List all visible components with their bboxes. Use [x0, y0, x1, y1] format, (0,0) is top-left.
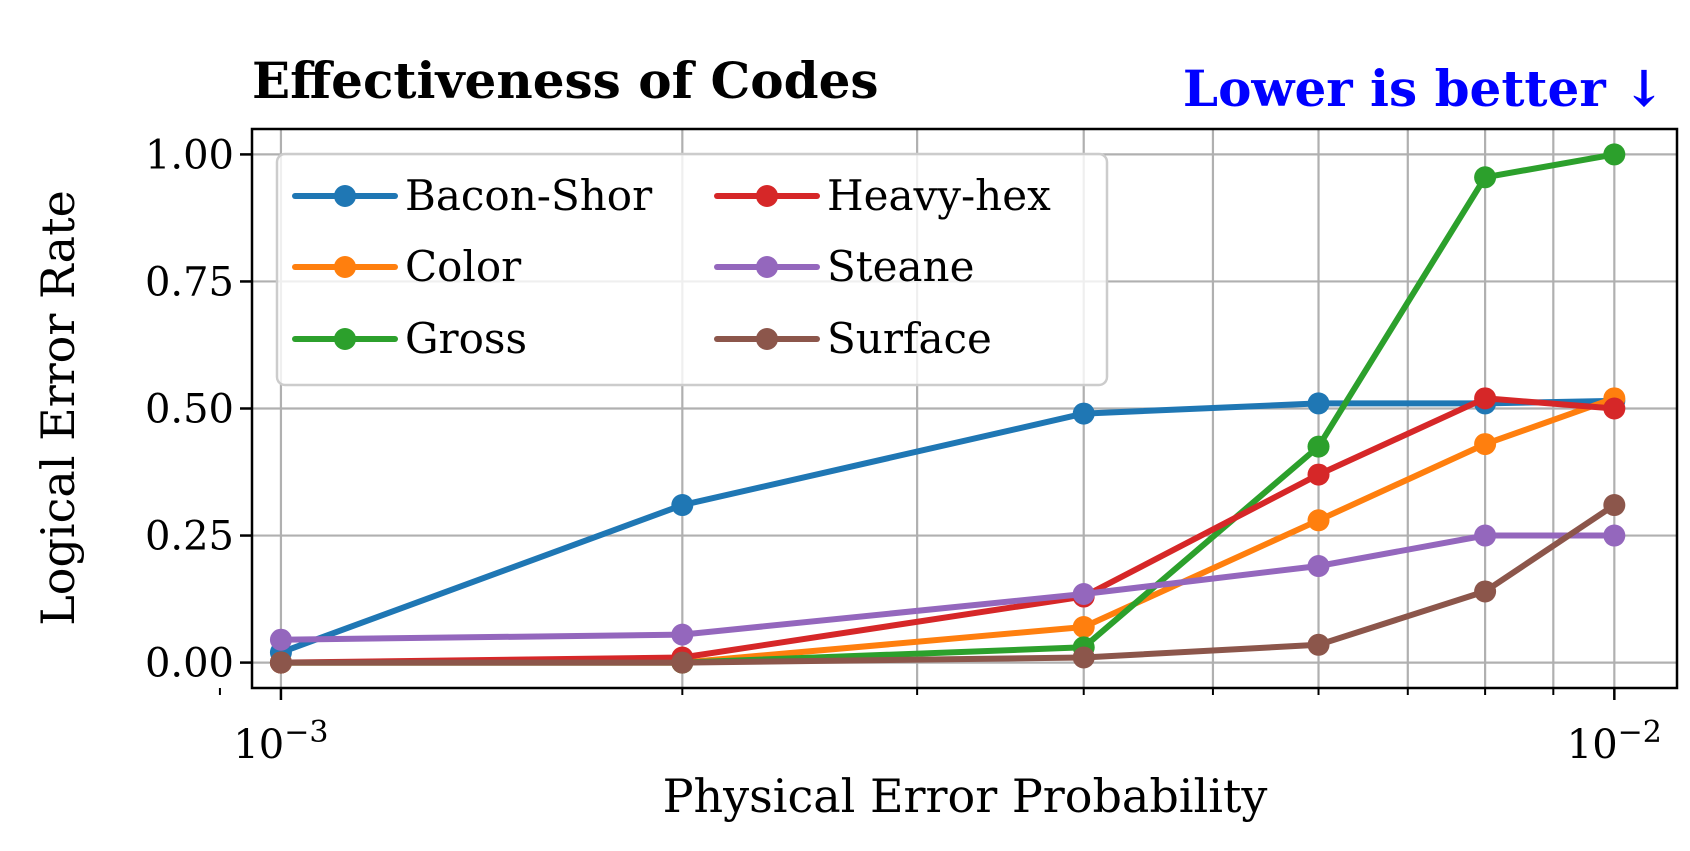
series-line-steane: [277, 532, 1618, 643]
legend-marker-heavy-hex: [756, 185, 778, 207]
legend-marker-surface: [756, 328, 778, 350]
data-point-gross: [1603, 143, 1626, 166]
data-point-color: [1072, 616, 1095, 639]
data-point-heavy-hex: [1307, 463, 1330, 486]
axes: 10−3 10−2 0.00 0.25 0.50 0.75 1.00: [145, 127, 1679, 768]
data-point-surface: [1307, 633, 1330, 656]
legend-label-gross: Gross: [405, 314, 527, 363]
legend-label-heavy-hex: Heavy-hex: [827, 171, 1051, 220]
y-tick-label: 0.50: [145, 387, 234, 433]
data-point-color: [1474, 433, 1497, 456]
data-point-surface: [1603, 494, 1626, 517]
data-point-surface: [269, 651, 292, 674]
legend-marker-steane: [756, 256, 778, 278]
data-point-surface: [1474, 580, 1497, 603]
legend-marker-color: [334, 256, 356, 278]
y-tick-label: 0.00: [145, 641, 234, 687]
series-line-surface: [277, 502, 1618, 666]
data-point-heavy-hex: [1603, 397, 1626, 420]
data-point-steane: [269, 628, 292, 651]
data-point-heavy-hex: [1474, 387, 1497, 410]
lower-is-better-note: Lower is better ↓: [1183, 59, 1665, 118]
y-axis-label: Logical Error Rate: [31, 190, 85, 626]
data-point-gross: [1307, 435, 1330, 458]
data-point-bacon-shor: [671, 494, 694, 517]
x-tick-label: 10−2: [1567, 715, 1662, 768]
x-axis-label: Physical Error Probability: [663, 769, 1268, 823]
data-point-steane: [1474, 524, 1497, 547]
data-point-surface: [1072, 646, 1095, 669]
x-tick-label: 10−3: [233, 715, 328, 768]
legend-marker-gross: [334, 328, 356, 350]
series-line-heavy-hex: [277, 395, 1618, 666]
legend-marker-bacon-shor: [334, 185, 356, 207]
legend-box: [275, 152, 1109, 387]
data-point-surface: [671, 651, 694, 674]
data-point-steane: [1307, 555, 1330, 578]
chart-title: Effectiveness of Codes: [252, 51, 879, 110]
legend-label-surface: Surface: [827, 314, 992, 363]
data-point-steane: [1603, 524, 1626, 547]
y-tick-label: 1.00: [145, 132, 234, 178]
legend-label-color: Color: [405, 242, 522, 291]
data-point-color: [1307, 509, 1330, 532]
data-point-bacon-shor: [1072, 402, 1095, 425]
data-point-steane: [671, 623, 694, 646]
y-tick-label: 0.75: [145, 259, 234, 305]
series-layer: [269, 143, 1626, 674]
data-point-steane: [1072, 582, 1095, 605]
legend: Bacon-Shor Color Gross Heavy-hex Steane Surfa…: [275, 152, 1109, 387]
legend-label-steane: Steane: [827, 242, 974, 291]
legend-label-bacon-shor: Bacon-Shor: [405, 171, 653, 220]
y-tick-label: 0.25: [145, 514, 234, 560]
data-point-gross: [1474, 166, 1497, 189]
data-point-bacon-shor: [1307, 392, 1330, 415]
